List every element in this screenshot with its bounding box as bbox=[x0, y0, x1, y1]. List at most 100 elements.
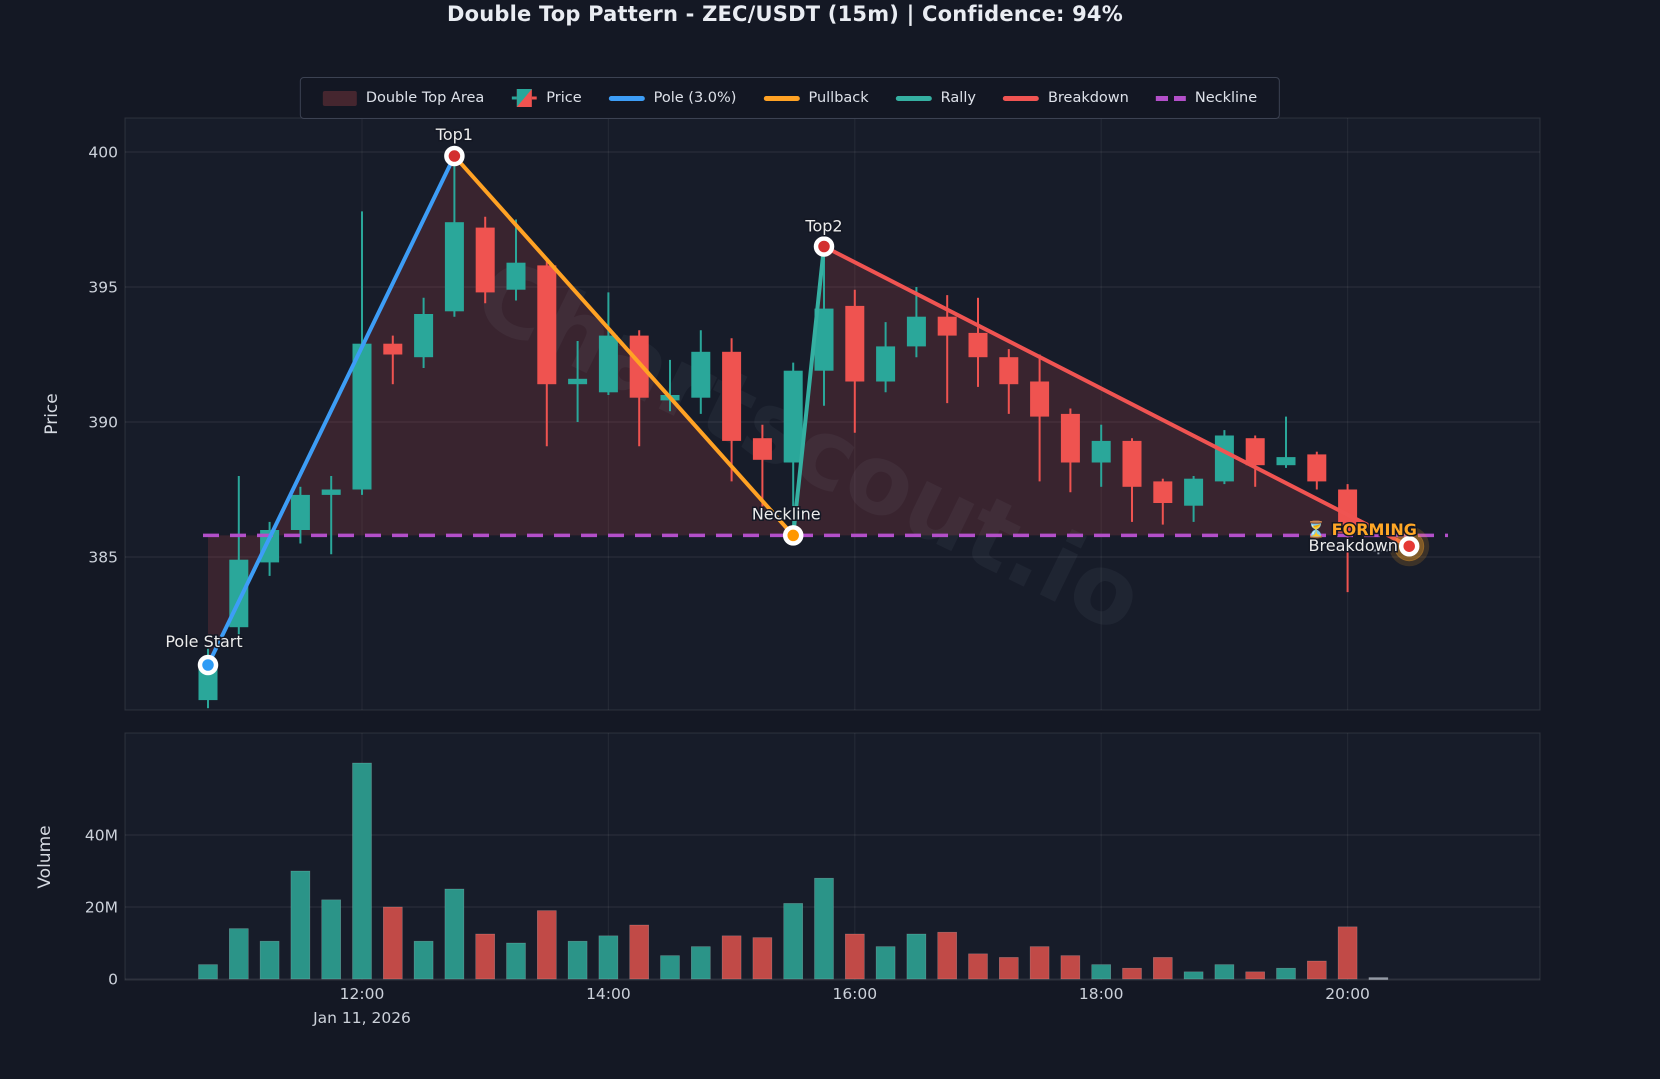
neckline-label: Neckline bbox=[752, 504, 821, 523]
candle-body-11:15 bbox=[260, 530, 280, 563]
top1-marker bbox=[444, 145, 465, 167]
breakdown-line-swatch-icon bbox=[1002, 95, 1039, 101]
volume-bar-12:30 bbox=[413, 940, 434, 980]
volume-bar-14:45 bbox=[690, 946, 711, 980]
price-tick-label: 400 bbox=[88, 144, 118, 162]
candle-body-15:15 bbox=[752, 438, 772, 460]
volume-bar-18:30 bbox=[1153, 957, 1173, 980]
candle-body-17:00 bbox=[968, 332, 988, 358]
volume-bar-18:15 bbox=[1122, 967, 1142, 980]
breakdown-label: Breakdown bbox=[1309, 536, 1398, 555]
price-tick-label: 390 bbox=[88, 414, 118, 432]
volume-tick-label: 40M bbox=[85, 827, 118, 845]
legend-item-pullback[interactable]: Pullback bbox=[763, 90, 869, 106]
x-tick-label: 18:00 bbox=[1079, 985, 1124, 1003]
volume-bar-16:30 bbox=[906, 933, 927, 980]
candle-body-19:15 bbox=[1245, 438, 1265, 466]
candle-body-17:15 bbox=[999, 357, 1019, 385]
volume-bar-19:00 bbox=[1214, 964, 1235, 980]
legend-item-pole[interactable]: Pole (3.0%) bbox=[608, 90, 736, 106]
neckline-dash-swatch-icon bbox=[1155, 95, 1186, 101]
candle-body-17:30 bbox=[1030, 381, 1050, 417]
candle-body-16:45 bbox=[937, 316, 957, 336]
legend-item-double-top-area[interactable]: Double Top Area bbox=[322, 90, 484, 106]
volume-bar-13:00 bbox=[475, 933, 496, 980]
legend-item-rally[interactable]: Rally bbox=[895, 90, 976, 106]
top1-label: Top1 bbox=[435, 125, 473, 144]
volume-axis-title: Volume bbox=[35, 825, 55, 888]
pole-start-label: Pole Start bbox=[165, 632, 242, 651]
candle-body-15:45 bbox=[814, 308, 834, 371]
pole-line bbox=[206, 154, 457, 667]
volume-bar-14:00 bbox=[598, 935, 619, 980]
volume-bar-20:00 bbox=[1337, 926, 1358, 980]
price-tick-label: 395 bbox=[88, 279, 118, 297]
volume-bar-15:15 bbox=[752, 937, 773, 980]
volume-bar-16:45 bbox=[937, 931, 958, 980]
candle-body-13:45 bbox=[568, 378, 588, 385]
candle-body-18:30 bbox=[1153, 481, 1173, 503]
breakdown-line bbox=[822, 244, 1412, 549]
volume-bar-13:30 bbox=[536, 910, 557, 980]
volume-bar-13:45 bbox=[567, 940, 588, 980]
price-axis-title: Price bbox=[42, 393, 62, 434]
top2-marker bbox=[813, 236, 835, 257]
volume-bar-17:15 bbox=[998, 957, 1019, 980]
volume-bar-18:45 bbox=[1183, 971, 1204, 980]
volume-bar-10:45 bbox=[198, 964, 218, 980]
rally-line-swatch-icon bbox=[895, 95, 932, 101]
candle-body-12:00 bbox=[352, 343, 372, 490]
volume-bar-15:30 bbox=[783, 903, 804, 980]
legend-item-neckline[interactable]: Neckline bbox=[1155, 90, 1257, 106]
volume-bar-18:00 bbox=[1091, 964, 1111, 980]
x-tick-label: 20:00 bbox=[1325, 985, 1370, 1003]
volume-bar-16:00 bbox=[844, 933, 865, 980]
candle-body-18:15 bbox=[1122, 440, 1142, 487]
pullback-line-swatch-icon bbox=[763, 95, 800, 101]
candle-body-15:30 bbox=[783, 370, 803, 463]
candle-body-14:00 bbox=[598, 335, 618, 393]
x-tick-label: 14:00 bbox=[586, 985, 631, 1003]
forming-label: ⏳ FORMING bbox=[1306, 520, 1417, 539]
x-tick-label: 12:00 bbox=[340, 985, 385, 1003]
candle-body-20:15 bbox=[1368, 548, 1388, 552]
volume-bar-12:45 bbox=[444, 888, 465, 980]
price-tick-label: 385 bbox=[88, 549, 118, 567]
breakdown-glow-icon bbox=[1394, 531, 1425, 562]
candle-body-18:00 bbox=[1091, 440, 1111, 463]
volume-bar-13:15 bbox=[506, 942, 526, 980]
pole-start-marker bbox=[197, 654, 219, 676]
volume-bar-11:45 bbox=[321, 899, 342, 980]
candle-body-13:15 bbox=[506, 262, 526, 290]
volume-bar-16:15 bbox=[875, 946, 896, 980]
pullback-line bbox=[452, 154, 796, 538]
volume-bar-17:30 bbox=[1029, 946, 1050, 980]
breakdown-glow-icon bbox=[1389, 526, 1430, 567]
legend-item-price[interactable]: Price bbox=[511, 86, 582, 110]
candle-body-15:00 bbox=[722, 351, 742, 441]
candle-body-11:45 bbox=[321, 489, 341, 495]
candle-body-13:30 bbox=[537, 265, 557, 385]
volume-bar-15:45 bbox=[814, 877, 834, 980]
legend-item-breakdown[interactable]: Breakdown bbox=[1002, 90, 1129, 106]
volume-bar-17:45 bbox=[1060, 955, 1081, 980]
volume-bar-11:15 bbox=[259, 940, 280, 980]
volume-bar-19:15 bbox=[1245, 971, 1265, 980]
volume-bar-17:00 bbox=[968, 953, 988, 980]
candlestick-icon bbox=[512, 89, 538, 107]
volume-bar-14:30 bbox=[660, 955, 680, 980]
candle-body-19:30 bbox=[1276, 457, 1296, 466]
neckline-marker bbox=[782, 525, 804, 546]
candle-body-16:00 bbox=[845, 305, 865, 382]
candle-body-14:15 bbox=[629, 335, 649, 398]
candle-body-11:30 bbox=[290, 494, 310, 530]
breakdown-marker bbox=[1398, 535, 1420, 557]
candle-body-13:00 bbox=[475, 227, 495, 293]
volume-bar-11:30 bbox=[290, 870, 311, 980]
volume-tick-label: 20M bbox=[85, 899, 118, 917]
candle-body-17:45 bbox=[1060, 413, 1080, 463]
pole-line-swatch-icon bbox=[608, 95, 645, 101]
candle-body-12:45 bbox=[444, 222, 464, 312]
volume-bar-19:45 bbox=[1307, 960, 1327, 980]
